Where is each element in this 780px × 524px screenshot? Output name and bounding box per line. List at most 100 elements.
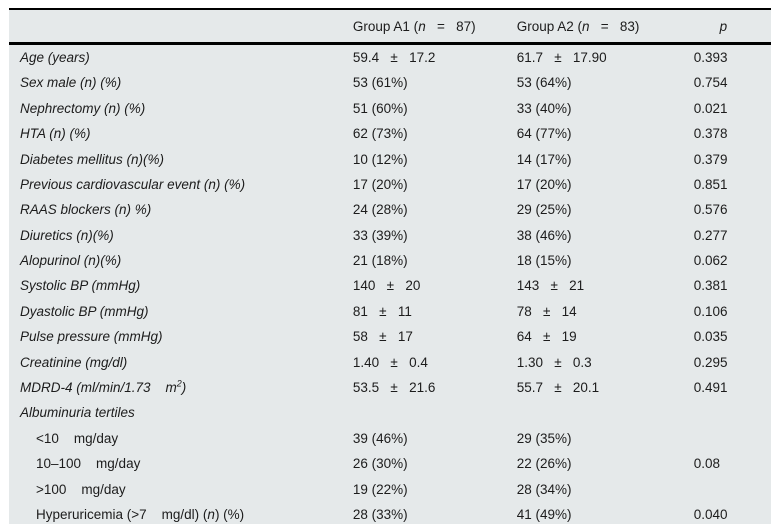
- row-label-text: <10 mg/day: [36, 430, 119, 446]
- row-label-suffix: ) (%): [214, 506, 245, 522]
- row-label-superscript: 2: [176, 378, 182, 389]
- row-label-text: MDRD-4 (ml/min/1.73 m: [20, 380, 177, 396]
- header-stub-cell: [9, 10, 352, 45]
- group-a1-value: 24 (28%): [352, 202, 408, 218]
- row-label-text: Diabetes mellitus (n)(%): [20, 151, 165, 167]
- table-row: Sex male (n) (%) 53 (61%) 53 (64%) 0.754: [9, 70, 771, 95]
- table-row: HTA (n) (%) 62 (73%) 64 (77%) 0.378: [9, 121, 771, 146]
- header-p-value: p: [675, 10, 771, 45]
- table-row: RAAS blockers (n) %) 24 (28%) 29 (25%) 0.57…: [9, 197, 771, 222]
- group-a1-value: 39 (46%): [352, 430, 408, 446]
- table-row: Dyastolic BP (mmHg) 81 ± 11 78 ± 14 0.106: [9, 299, 771, 324]
- p-value: 0.576: [693, 202, 728, 218]
- group-a2-value: 41 (49%): [516, 506, 572, 522]
- group-a1-value: 10 (12%): [352, 151, 408, 167]
- row-label: Systolic BP (mmHg): [9, 274, 352, 299]
- table-row: Creatinine (mg/dl) 1.40 ± 0.4 1.30 ± 0.3 0.…: [9, 350, 771, 375]
- baseline-characteristics-table: Group A1 (n = 87) Group A2 (n = 83) p Ag…: [9, 8, 771, 524]
- group-a1-value: 17 (20%): [352, 176, 408, 192]
- table-row: Albuminuria tertiles: [9, 400, 771, 425]
- group-a1-value: 53 (61%): [352, 75, 408, 91]
- group-a1-value: 62 (73%): [352, 126, 408, 142]
- table-body: Age (years) 59.4 ± 17.2 61.7 ± 17.90 0.393 S…: [9, 44, 771, 524]
- group-a2-value: 17 (20%): [516, 176, 572, 192]
- table-row: Age (years) 59.4 ± 17.2 61.7 ± 17.90 0.393: [9, 44, 771, 71]
- group-a2-value: 64 ± 19: [516, 329, 577, 345]
- group-a2-value: 33 (40%): [516, 100, 572, 116]
- row-label: Creatinine (mg/dl): [9, 350, 352, 375]
- row-label: Age (years): [9, 44, 352, 71]
- p-value: 0.295: [693, 354, 728, 370]
- table-row: >100 mg/day 19 (22%) 28 (34%): [9, 477, 771, 502]
- row-label: Alopurinol (n)(%): [9, 248, 352, 273]
- group-a2-value: 29 (35%): [516, 430, 572, 446]
- group-a2-value: 143 ± 21: [516, 278, 585, 294]
- table-row: Diuretics (n)(%) 33 (39%) 38 (46%) 0.277: [9, 223, 771, 248]
- p-value: 0.035: [693, 329, 728, 345]
- header-group-a1-prefix: Group A1 (: [352, 18, 419, 34]
- table-row: <10 mg/day 39 (46%) 29 (35%): [9, 426, 771, 451]
- table-row: Hyperuricemia (>7 mg/dl) (n) (%) 28 (33%)…: [9, 502, 771, 524]
- row-label: >100 mg/day: [9, 477, 352, 502]
- row-label: Sex male (n) (%): [9, 70, 352, 95]
- row-label: Hyperuricemia (>7 mg/dl) (n) (%): [9, 502, 352, 524]
- row-label: Diuretics (n)(%): [9, 223, 352, 248]
- p-value: 0.08: [693, 456, 721, 472]
- group-a1-value: 1.40 ± 0.4: [352, 354, 428, 370]
- table-row: 10–100 mg/day 26 (30%) 22 (26%) 0.08: [9, 451, 771, 476]
- group-a1-value: 53.5 ± 21.6: [352, 380, 436, 396]
- group-a1-value: 28 (33%): [352, 506, 408, 522]
- row-label: RAAS blockers (n) %): [9, 197, 352, 222]
- table-row: Systolic BP (mmHg) 140 ± 20 143 ± 21 0.381: [9, 274, 771, 299]
- row-label-text: Previous cardiovascular event (n) (%): [20, 176, 246, 192]
- group-a2-value: 55.7 ± 20.1: [516, 380, 600, 396]
- group-a1-value: [352, 400, 516, 425]
- p-value: 0.062: [693, 253, 728, 269]
- row-label-text: Diuretics (n)(%): [20, 227, 114, 243]
- group-a1-value: 140 ± 20: [352, 278, 421, 294]
- p-value: 0.851: [693, 176, 728, 192]
- group-a2-value: 38 (46%): [516, 227, 572, 243]
- row-label: <10 mg/day: [9, 426, 352, 451]
- group-a2-value: 78 ± 14: [516, 303, 577, 319]
- row-label-text: HTA (n) (%): [20, 126, 91, 142]
- group-a2-value: [516, 400, 676, 425]
- group-a2-value: 53 (64%): [516, 75, 572, 91]
- group-a2-value: 18 (15%): [516, 253, 572, 269]
- row-label-n: n: [207, 506, 215, 522]
- row-label-text: Albuminuria tertiles: [20, 405, 135, 421]
- p-value: 0.040: [693, 506, 728, 522]
- group-a1-value: 33 (39%): [352, 227, 408, 243]
- row-label: Diabetes mellitus (n)(%): [9, 147, 352, 172]
- p-value: 0.277: [693, 227, 728, 243]
- row-label-text: RAAS blockers (n) %): [20, 202, 152, 218]
- row-label-suffix: ): [181, 380, 187, 396]
- group-a1-value: 51 (60%): [352, 100, 408, 116]
- p-value: 0.021: [693, 100, 728, 116]
- group-a2-value: 28 (34%): [516, 481, 572, 497]
- p-value: 0.378: [693, 126, 728, 142]
- table-row: Previous cardiovascular event (n) (%) 17 …: [9, 172, 771, 197]
- group-a1-value: 26 (30%): [352, 456, 408, 472]
- row-label-text: Pulse pressure (mmHg): [20, 329, 163, 345]
- row-label-text: Sex male (n) (%): [20, 75, 122, 91]
- header-group-a2-n: n: [582, 18, 590, 34]
- p-value: 0.393: [693, 49, 728, 65]
- group-a1-value: 21 (18%): [352, 253, 408, 269]
- group-a2-value: 1.30 ± 0.3: [516, 354, 592, 370]
- p-value: [676, 426, 771, 451]
- p-value: 0.106: [693, 303, 728, 319]
- row-label: MDRD-4 (ml/min/1.73 m2): [9, 375, 352, 400]
- group-a2-value: 29 (25%): [516, 202, 572, 218]
- row-label: Pulse pressure (mmHg): [9, 324, 352, 349]
- header-group-a1-suffix: = 87): [425, 18, 476, 34]
- row-label: 10–100 mg/day: [9, 451, 352, 476]
- table-header: Group A1 (n = 87) Group A2 (n = 83) p: [9, 10, 771, 45]
- row-label: Albuminuria tertiles: [9, 400, 352, 425]
- row-label: Nephrectomy (n) (%): [9, 96, 352, 121]
- group-a1-value: 81 ± 11: [352, 303, 412, 319]
- header-group-a2-suffix: = 83): [589, 18, 640, 34]
- header-group-a1: Group A1 (n = 87): [351, 10, 516, 45]
- table-row: MDRD-4 (ml/min/1.73 m2) 53.5 ± 21.6 55.7 ±…: [9, 375, 771, 400]
- p-value: 0.491: [693, 380, 728, 396]
